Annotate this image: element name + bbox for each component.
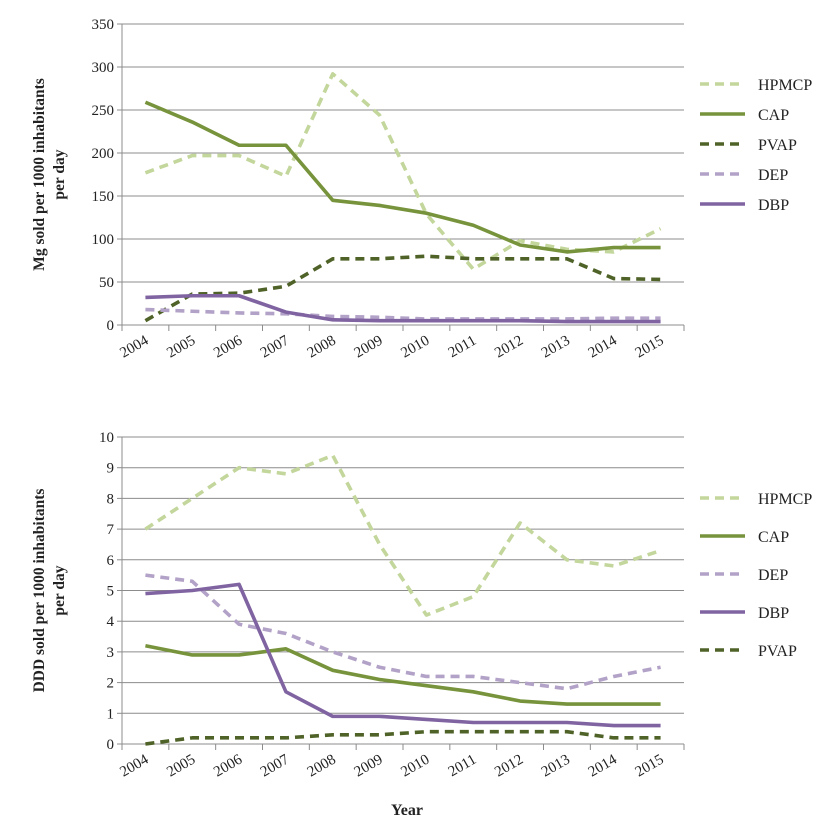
- legend-label: PVAP: [758, 137, 797, 154]
- x-tick-label: 2005: [164, 333, 198, 362]
- x-tick-label: 2013: [539, 333, 573, 362]
- y-tick-label: 4: [107, 614, 115, 630]
- series-line-pvap: [144, 254, 661, 323]
- y-tick-label: 6: [107, 553, 115, 569]
- y-axis-label: per day: [51, 149, 68, 199]
- series-line-dep: [145, 307, 661, 321]
- y-tick-label: 1: [107, 706, 115, 722]
- legend-label: DBP: [758, 197, 789, 214]
- y-axis-label: Mg sold per 1000 inhabitants: [31, 78, 48, 271]
- x-tick-label: 2014: [586, 751, 620, 780]
- series-line-dbp: [145, 582, 661, 728]
- series-line-hpmcp: [144, 453, 662, 617]
- legend: HPMCP CAP PVAP DEP DBP: [700, 77, 812, 214]
- x-tick-label: 2006: [211, 332, 245, 361]
- x-tick-label: 2015: [633, 752, 667, 781]
- x-tick-label: 2013: [539, 752, 573, 781]
- x-tick-label: 2012: [492, 752, 526, 781]
- x-tick-label: 2015: [633, 333, 667, 362]
- series-line-hpmcp: [144, 72, 662, 271]
- series-line-pvap: [145, 729, 661, 746]
- y-tick-label: 8: [107, 491, 115, 507]
- legend-label: DEP: [758, 167, 788, 184]
- x-axis-title: Year: [391, 802, 423, 819]
- x-tick-label: 2012: [492, 333, 526, 362]
- x-tick-label: 2010: [398, 752, 432, 781]
- x-tick-label: 2007: [258, 751, 292, 780]
- y-axis-label: DDD sold per 1000 inhabitants: [31, 489, 48, 693]
- y-tick-label: 350: [92, 17, 115, 33]
- y-tick-label: 100: [92, 232, 115, 248]
- chart-1: 0 50 100 150 200 250 300 350 2004 2005 2006 2007 200…: [31, 17, 812, 361]
- y-tick-label: 10: [99, 430, 114, 446]
- x-tick-label: 2014: [586, 332, 620, 361]
- legend-label: DEP: [758, 567, 788, 584]
- x-tick-label: 2007: [258, 332, 292, 361]
- y-tick-label: 200: [92, 146, 115, 162]
- legend: HPMCP CAP DEP DBP PVAP: [700, 491, 812, 660]
- x-tick-label: 2008: [305, 333, 339, 362]
- legend-label: HPMCP: [758, 491, 812, 508]
- legend-label: PVAP: [758, 643, 797, 660]
- legend-label: DBP: [758, 605, 789, 622]
- x-tick-label: 2006: [211, 751, 245, 780]
- series-line-cap: [144, 100, 661, 254]
- y-tick-label: 7: [107, 522, 115, 538]
- series-line-cap: [145, 643, 661, 706]
- y-tick-label: 0: [107, 318, 115, 334]
- y-tick-label: 3: [107, 645, 115, 661]
- y-tick-label: 0: [107, 737, 115, 753]
- x-tick-label: 2011: [446, 752, 480, 781]
- series-line-dbp: [145, 293, 661, 324]
- y-axis-label: per day: [51, 565, 68, 615]
- chart-2: 0 1 2 3 4 5 6 7 8 9 10 2004 2005 2006 2007 2008 2009 2010…: [31, 430, 812, 819]
- y-tick-label: 5: [107, 584, 115, 600]
- legend-label: CAP: [758, 529, 789, 546]
- x-tick-label: 2011: [446, 333, 480, 362]
- x-tick-label: 2009: [352, 333, 386, 362]
- x-tick-label: 2009: [352, 752, 386, 781]
- x-tick-label: 2004: [117, 332, 151, 361]
- y-tick-label: 2: [107, 676, 115, 692]
- y-tick-label: 9: [107, 461, 115, 477]
- x-tick-label: 2004: [117, 751, 151, 780]
- y-tick-label: 300: [92, 60, 115, 76]
- y-tick-label: 150: [92, 189, 115, 205]
- legend-label: CAP: [758, 107, 789, 124]
- x-tick-label: 2005: [164, 752, 198, 781]
- x-tick-label: 2010: [398, 333, 432, 362]
- y-tick-label: 250: [92, 103, 115, 119]
- x-tick-label: 2008: [305, 752, 339, 781]
- y-tick-label: 50: [99, 275, 114, 291]
- legend-label: HPMCP: [758, 77, 812, 94]
- series-line-dep: [145, 573, 661, 691]
